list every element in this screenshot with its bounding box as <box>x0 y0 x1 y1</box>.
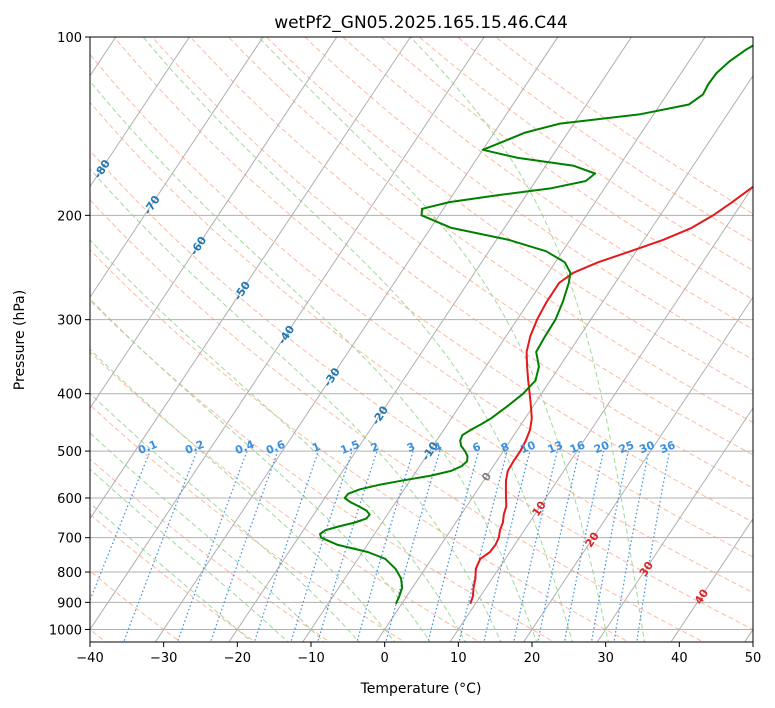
x-tick-label: 50 <box>745 651 762 666</box>
x-tick-label: 10 <box>450 651 467 666</box>
isotherm-line <box>596 407 753 642</box>
isotherm-line <box>302 37 706 642</box>
isotherm-line <box>154 37 559 642</box>
mixing-ratio-line <box>563 450 605 642</box>
x-tick-label: −30 <box>150 651 177 666</box>
isotherm-line <box>228 37 633 642</box>
mixing-ratio-line <box>483 450 531 642</box>
mixing-ratio-label: 25 <box>617 439 636 457</box>
moist-adiabat <box>90 348 396 642</box>
isotherm-line <box>90 37 338 409</box>
x-axis-label: Temperature (°C) <box>360 681 482 697</box>
isotherm-line <box>90 37 264 299</box>
x-tick-label: 40 <box>671 651 688 666</box>
x-tick-label: −10 <box>297 651 324 666</box>
isotherm-line <box>90 37 485 631</box>
plot-frame <box>89 36 754 643</box>
mixing-ratio-label: 3 <box>405 440 417 455</box>
dry-adiabat <box>227 37 753 423</box>
chart-title: wetPf2_GN05.2025.165.15.46.C44 <box>274 13 568 33</box>
mixing-ratio-label: 10 <box>518 438 537 456</box>
isotherm-line <box>449 185 753 642</box>
mixing-ratio-line <box>590 450 629 642</box>
mixing-ratio-line <box>385 450 441 642</box>
mixing-ratio-line <box>513 450 558 642</box>
isotherm-line <box>670 517 753 642</box>
x-tick-label: −20 <box>224 651 251 666</box>
dry-adiabat <box>90 101 753 594</box>
y-tick-label: 900 <box>57 596 82 611</box>
mixing-ratio-label: 8 <box>499 440 511 455</box>
mixing-ratio-line <box>253 450 320 642</box>
moist-adiabat <box>90 468 289 642</box>
mixing-ratio-line <box>123 450 198 642</box>
dewpoint-profile-line <box>319 44 753 605</box>
x-tick-label: 20 <box>524 651 541 666</box>
dry-adiabat <box>265 37 753 392</box>
dry-adiabat <box>151 37 753 489</box>
profile-lines <box>319 44 753 605</box>
mixing-ratio-line <box>176 450 248 642</box>
mixing-ratio-line <box>317 450 378 642</box>
x-tick-label: 0 <box>381 651 389 666</box>
dry-adiabat <box>113 37 753 523</box>
mixing-ratio-line <box>209 450 279 642</box>
mixing-ratio-line <box>290 450 353 642</box>
isotherm-line <box>375 74 753 642</box>
y-tick-label: 200 <box>57 209 82 224</box>
mixing-ratio-line <box>90 450 151 602</box>
x-axis: −40 −30 −20 −10 0 10 20 30 40 50 <box>76 642 761 666</box>
y-tick-label: 700 <box>57 532 82 547</box>
y-axis-label: Pressure (hPa) <box>12 290 28 390</box>
dry-adiabat <box>90 150 753 630</box>
isotherm-line <box>90 37 191 188</box>
x-tick-label: 30 <box>597 651 614 666</box>
moist-adiabat <box>90 168 502 642</box>
dry-adiabat <box>90 248 630 642</box>
mixing-ratio-label: 13 <box>546 439 565 457</box>
mixing-ratio-line <box>356 450 414 642</box>
y-tick-label: 300 <box>57 314 82 329</box>
mixing-ratio-line <box>537 450 580 642</box>
y-tick-label: 400 <box>57 388 82 403</box>
isotherm-line <box>90 37 412 520</box>
isotherm-line <box>523 296 753 642</box>
mixing-ratio-label: 2 <box>369 440 381 455</box>
y-axis: 100 200 300 400 500 600 700 800 900 1000 <box>49 31 90 638</box>
y-tick-label: 800 <box>57 566 82 581</box>
mixing-ratio-label: 16 <box>568 438 587 456</box>
x-tick-label: −40 <box>76 651 103 666</box>
temperature-profile-line <box>469 185 753 605</box>
mixing-ratio-label: 36 <box>658 438 677 456</box>
y-tick-label: 100 <box>57 31 82 46</box>
y-tick-label: 1000 <box>49 623 82 638</box>
mixing-ratio-line <box>427 450 480 642</box>
mixing-ratio-label: 20 <box>592 438 611 456</box>
y-tick-label: 500 <box>57 445 82 460</box>
mixing-ratio-label: 30 <box>637 438 656 456</box>
mixing-ratio-line <box>613 450 650 642</box>
mixing-ratio-label: 1 <box>310 440 322 455</box>
y-tick-label: 600 <box>57 492 82 507</box>
background-lines <box>90 37 753 642</box>
